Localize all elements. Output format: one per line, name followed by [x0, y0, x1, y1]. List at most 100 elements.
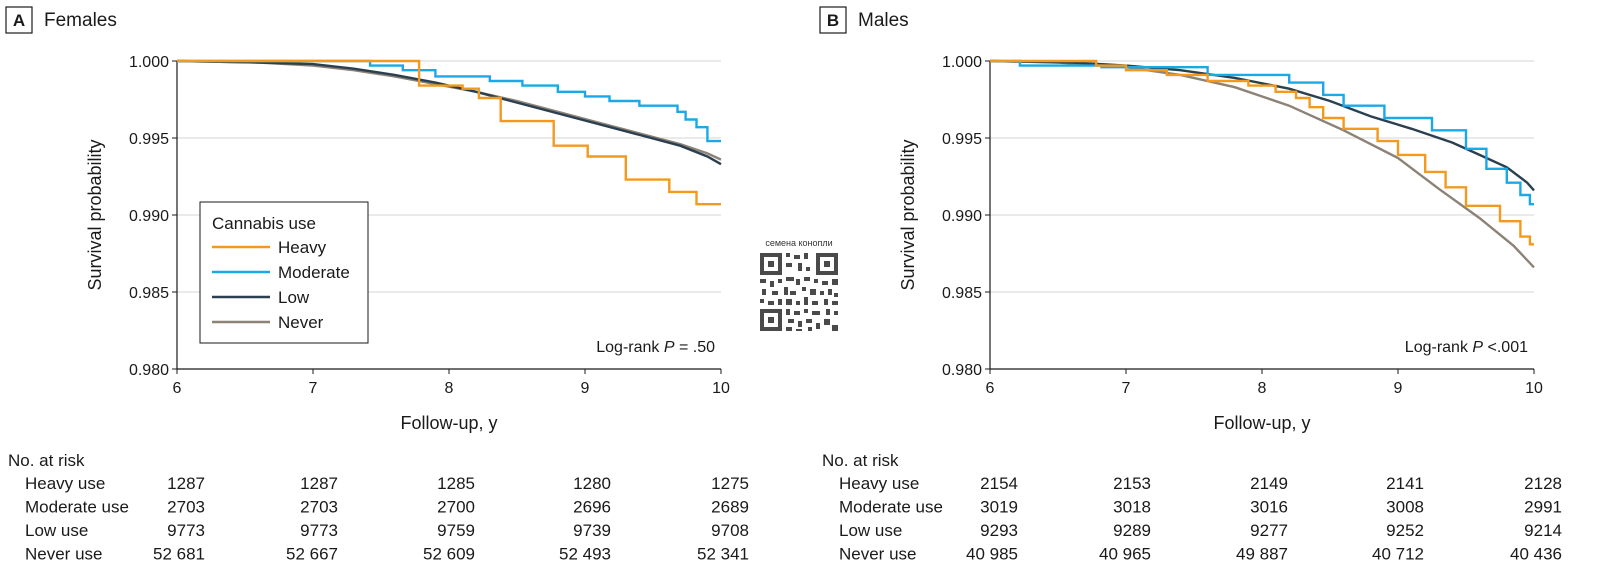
log-rank-prefix: Log-rank	[1405, 339, 1473, 356]
at-risk-heading: No. at risk	[822, 451, 899, 470]
at-risk-cell: 40 436	[1510, 545, 1562, 564]
x-axis-label: Follow-up, y	[400, 413, 497, 433]
series-line-heavy	[177, 59, 721, 206]
x-tick-label: 7	[1122, 380, 1131, 397]
at-risk-cell: 2700	[437, 498, 475, 517]
legend: Cannabis use Heavy Moderate Low Never	[199, 201, 369, 344]
at-risk-row-label: Low use	[25, 521, 88, 540]
series-line-low	[989, 59, 1535, 192]
x-tick-label: 6	[986, 380, 995, 397]
legend-label-heavy: Heavy	[278, 238, 327, 257]
panel-a: A Females 0.980 0.985 0.990 0.995 1.000 6 7 8 9 10 F…	[5, 6, 749, 564]
at-risk-table: No. at risk Heavy use 2154 2153 2149 2141 2128…	[822, 451, 1562, 564]
at-risk-cell: 2689	[711, 498, 749, 517]
panel-title: Females	[44, 10, 117, 31]
series-line-heavy	[990, 59, 1534, 246]
at-risk-cell: 1287	[300, 474, 338, 493]
x-tick-label: 8	[1258, 380, 1267, 397]
panel-letter: B	[827, 11, 839, 30]
at-risk-cell: 40 712	[1372, 545, 1424, 564]
at-risk-cell: 2153	[1113, 474, 1151, 493]
panel-letter: A	[13, 11, 25, 30]
at-risk-cell: 2991	[1524, 498, 1562, 517]
legend-title: Cannabis use	[212, 214, 316, 233]
at-risk-cell: 1287	[167, 474, 205, 493]
at-risk-cell: 49 887	[1236, 545, 1288, 564]
at-risk-cell: 52 667	[286, 545, 338, 564]
at-risk-cell: 3018	[1113, 498, 1151, 517]
y-tick-label: 1.000	[129, 54, 169, 71]
at-risk-cell: 2703	[300, 498, 338, 517]
at-risk-cell: 3019	[980, 498, 1018, 517]
y-tick-label: 0.995	[129, 131, 169, 148]
at-risk-cell: 9759	[437, 521, 475, 540]
series-lines	[176, 59, 722, 206]
at-risk-cell: 2696	[573, 498, 611, 517]
y-tick-label: 0.980	[942, 362, 982, 379]
qr-caption: семена конопли	[765, 238, 833, 248]
at-risk-cell: 2149	[1250, 474, 1288, 493]
series-line-never	[989, 59, 1535, 269]
legend-label-low: Low	[278, 288, 310, 307]
x-tick-label: 9	[1394, 380, 1403, 397]
y-tick-label: 0.990	[129, 208, 169, 225]
y-tick-label: 0.985	[942, 285, 982, 302]
at-risk-row-label: Heavy use	[839, 474, 919, 493]
at-risk-cell: 52 681	[153, 545, 205, 564]
legend-label-moderate: Moderate	[278, 263, 350, 282]
at-risk-cell: 52 609	[423, 545, 475, 564]
y-tick-label: 0.985	[129, 285, 169, 302]
y-axis-label: Survival probability	[898, 139, 918, 290]
log-rank-p: P	[1472, 339, 1483, 356]
at-risk-cell: 2128	[1524, 474, 1562, 493]
at-risk-heading: No. at risk	[8, 451, 85, 470]
x-axis-label: Follow-up, y	[1213, 413, 1310, 433]
at-risk-cell: 1285	[437, 474, 475, 493]
y-axis-label: Survival probability	[85, 139, 105, 290]
log-rank-prefix: Log-rank	[596, 339, 664, 356]
at-risk-cell: 9277	[1250, 521, 1288, 540]
at-risk-cell: 52 341	[697, 545, 749, 564]
x-tick-label: 8	[445, 380, 454, 397]
at-risk-row-label: Never use	[839, 545, 916, 564]
legend-label-never: Never	[278, 313, 324, 332]
at-risk-cell: 52 493	[559, 545, 611, 564]
log-rank-value: = .50	[675, 339, 716, 356]
at-risk-cell: 9293	[980, 521, 1018, 540]
at-risk-cell: 40 985	[966, 545, 1018, 564]
series-line-moderate	[177, 59, 721, 143]
panel-badge	[819, 6, 847, 34]
at-risk-cell: 9773	[300, 521, 338, 540]
at-risk-cell: 40 965	[1099, 545, 1151, 564]
at-risk-cell: 1275	[711, 474, 749, 493]
series-lines	[989, 59, 1535, 269]
qr-code: семена конопли	[756, 238, 842, 336]
qr-code-icon	[758, 251, 840, 333]
at-risk-cell: 9252	[1386, 521, 1424, 540]
at-risk-cell: 9708	[711, 521, 749, 540]
at-risk-cell: 3008	[1386, 498, 1424, 517]
at-risk-cell: 2703	[167, 498, 205, 517]
at-risk-table: No. at risk Heavy use 1287 1287 1285 1280 1275…	[8, 451, 749, 564]
panel-title: Males	[858, 10, 909, 31]
x-tick-label: 10	[712, 380, 730, 397]
at-risk-cell: 2154	[980, 474, 1018, 493]
y-tick-label: 0.990	[942, 208, 982, 225]
x-tick-label: 7	[309, 380, 318, 397]
at-risk-row-label: Moderate use	[839, 498, 943, 517]
panel-badge	[5, 6, 33, 34]
y-tick-label: 0.980	[129, 362, 169, 379]
x-tick-label: 6	[173, 380, 182, 397]
y-tick-label: 0.995	[942, 131, 982, 148]
at-risk-cell: 9739	[573, 521, 611, 540]
log-rank-annotation: Log-rank P = .50	[596, 339, 715, 356]
y-tick-label: 1.000	[942, 54, 982, 71]
log-rank-value: <.001	[1483, 339, 1528, 356]
at-risk-row-label: Never use	[25, 545, 102, 564]
at-risk-row-label: Low use	[839, 521, 902, 540]
at-risk-cell: 9289	[1113, 521, 1151, 540]
at-risk-cell: 2141	[1386, 474, 1424, 493]
log-rank-p: P	[664, 339, 675, 356]
log-rank-annotation: Log-rank P <.001	[1405, 339, 1528, 356]
